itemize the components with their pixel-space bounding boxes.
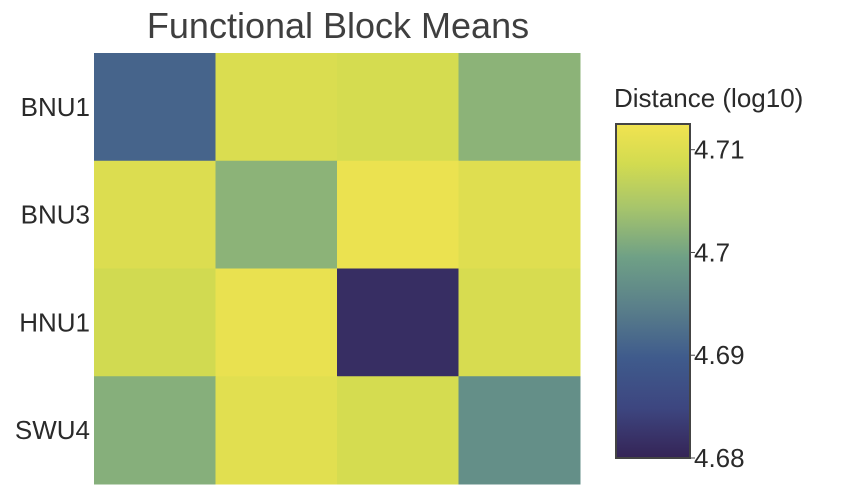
colorbar-title: Distance (log10): [614, 83, 803, 113]
heatmap-cell-bnu1-1: [94, 53, 216, 162]
heatmap-cell-swu4-3: [337, 376, 459, 485]
heatmap-cell-bnu1-3: [337, 53, 459, 162]
heatmap-cell-hnu1-3: [337, 268, 459, 377]
colorbar-tick-label-3: 4.71: [694, 135, 745, 165]
heatmap-cell-hnu1-1: [94, 268, 216, 377]
heatmap-cell-hnu1-4: [458, 268, 581, 377]
heatmap-cell-bnu3-1: [94, 160, 216, 269]
row-labels: BNU1 BNU3 HNU1 SWU4: [15, 92, 90, 445]
heatmap-cell-swu4-4: [458, 376, 581, 485]
heatmap-cell-swu4-1: [94, 376, 216, 485]
heatmap-cell-hnu1-2: [215, 268, 338, 377]
heatmap-cell-bnu3-3: [337, 160, 459, 269]
row-label-swu4: SWU4: [15, 415, 90, 445]
chart-title: Functional Block Means: [147, 5, 529, 46]
heatmap-cell-bnu1-4: [458, 53, 581, 162]
heatmap-cell-bnu3-2: [215, 160, 338, 269]
row-label-bnu3: BNU3: [21, 200, 90, 230]
colorbar-tick-label-1: 4.69: [694, 340, 745, 370]
colorbar-tick-label-0: 4.68: [694, 443, 745, 473]
heatmap-cell-bnu3-4: [458, 160, 581, 269]
heatmap-cells: [94, 53, 581, 485]
colorbar-tick-label-2: 4.7: [694, 237, 730, 267]
heatmap-cell-swu4-2: [215, 376, 338, 485]
heatmap-cell-bnu1-2: [215, 53, 338, 162]
colorbar: [615, 123, 691, 459]
row-label-hnu1: HNU1: [19, 307, 90, 337]
row-label-bnu1: BNU1: [21, 92, 90, 122]
colorbar-ticks: 4.68 4.69 4.7 4.71: [690, 135, 745, 473]
